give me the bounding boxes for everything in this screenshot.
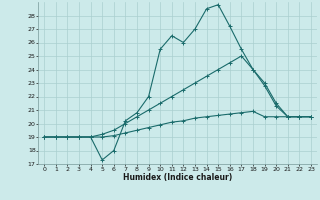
X-axis label: Humidex (Indice chaleur): Humidex (Indice chaleur) (123, 173, 232, 182)
